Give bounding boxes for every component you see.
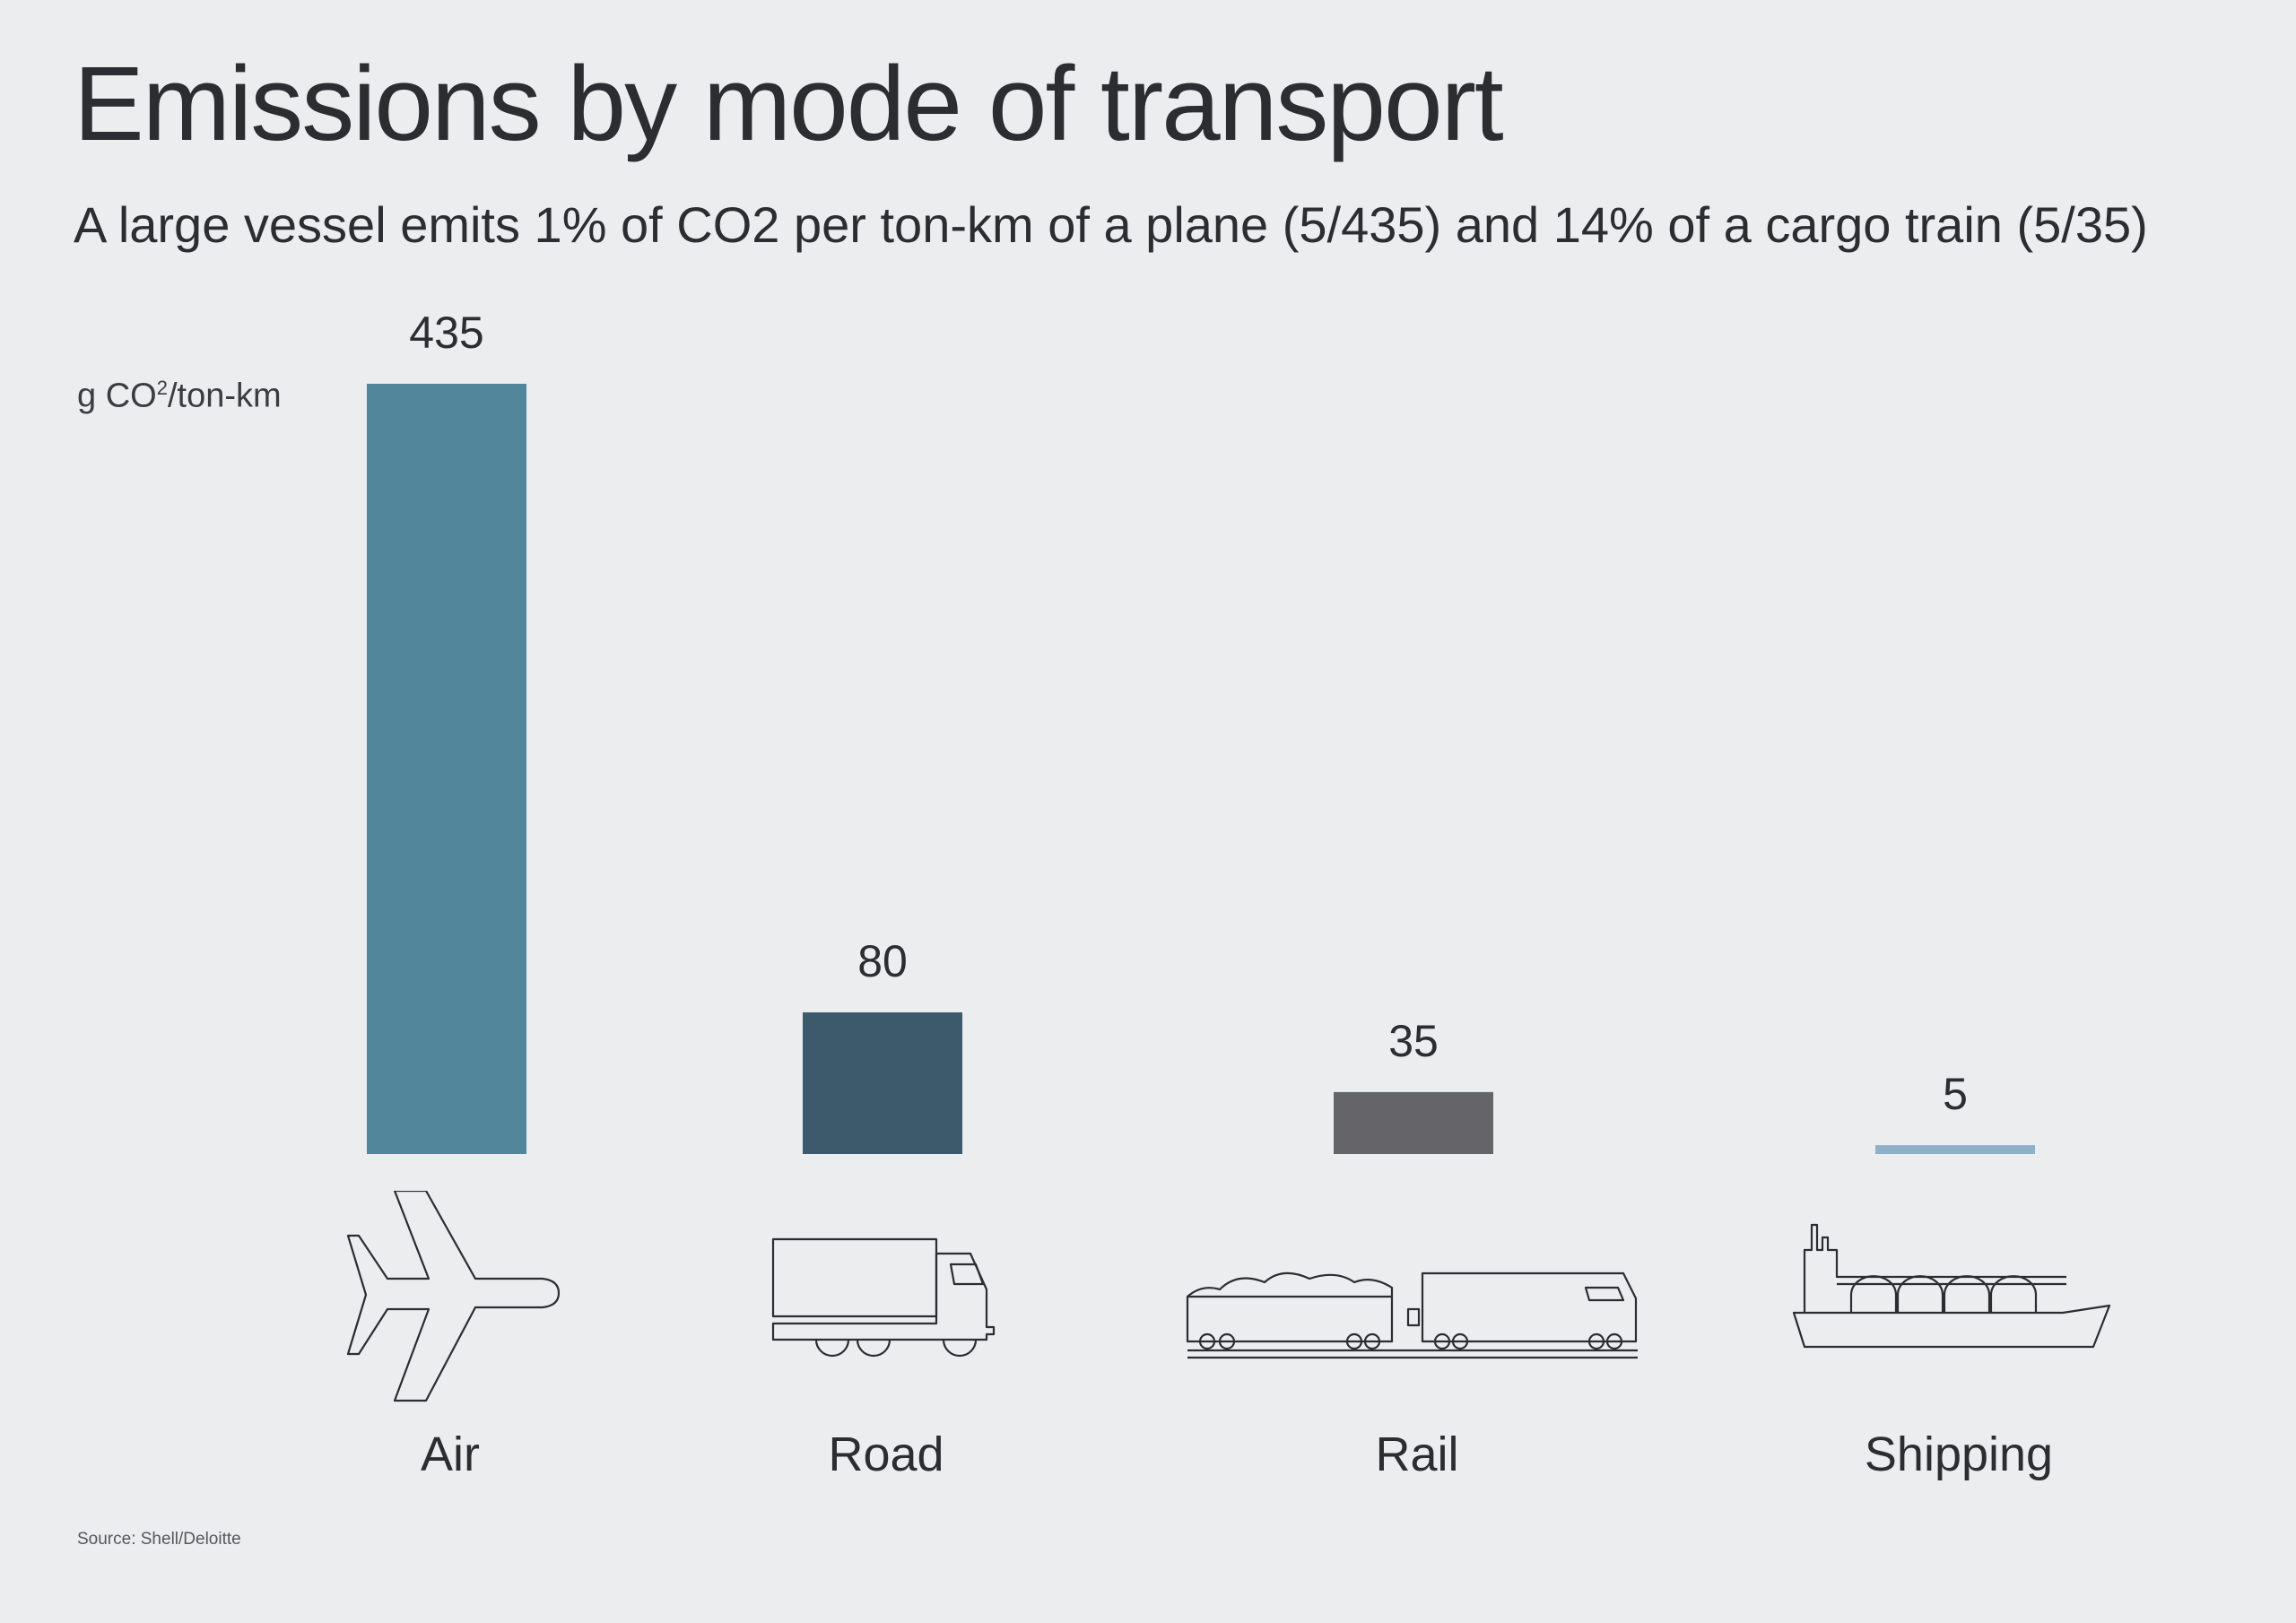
y-axis-unit-label: g CO2/ton-km [77, 377, 282, 416]
data-label-air: 435 [409, 308, 483, 358]
bar-shipping [1875, 1145, 2035, 1154]
data-label-shipping: 5 [1943, 1069, 1968, 1119]
chart-subtitle: A large vessel emits 1% of CO2 per ton-k… [74, 196, 2148, 253]
bar-rail [1334, 1091, 1493, 1154]
unit-text: g CO [77, 377, 157, 415]
category-label-shipping: Shipping [1865, 1428, 2053, 1481]
category-label-rail: Rail [1375, 1428, 1458, 1481]
bar-road [803, 1012, 962, 1154]
airplane-icon [341, 1191, 565, 1402]
unit-sup: 2 [156, 377, 168, 399]
train-icon [1184, 1264, 1641, 1359]
category-label-air: Air [421, 1428, 480, 1481]
bar-air [367, 384, 526, 1154]
data-label-road: 80 [857, 936, 908, 986]
category-label-road: Road [828, 1428, 944, 1481]
truck-icon [771, 1237, 1004, 1359]
source-note: Source: Shell/Deloitte [77, 1530, 241, 1549]
chart-title: Emissions by mode of transport [74, 45, 1504, 163]
ship-icon [1792, 1219, 2111, 1350]
data-label-rail: 35 [1388, 1016, 1439, 1066]
unit-tail: /ton-km [167, 377, 282, 415]
